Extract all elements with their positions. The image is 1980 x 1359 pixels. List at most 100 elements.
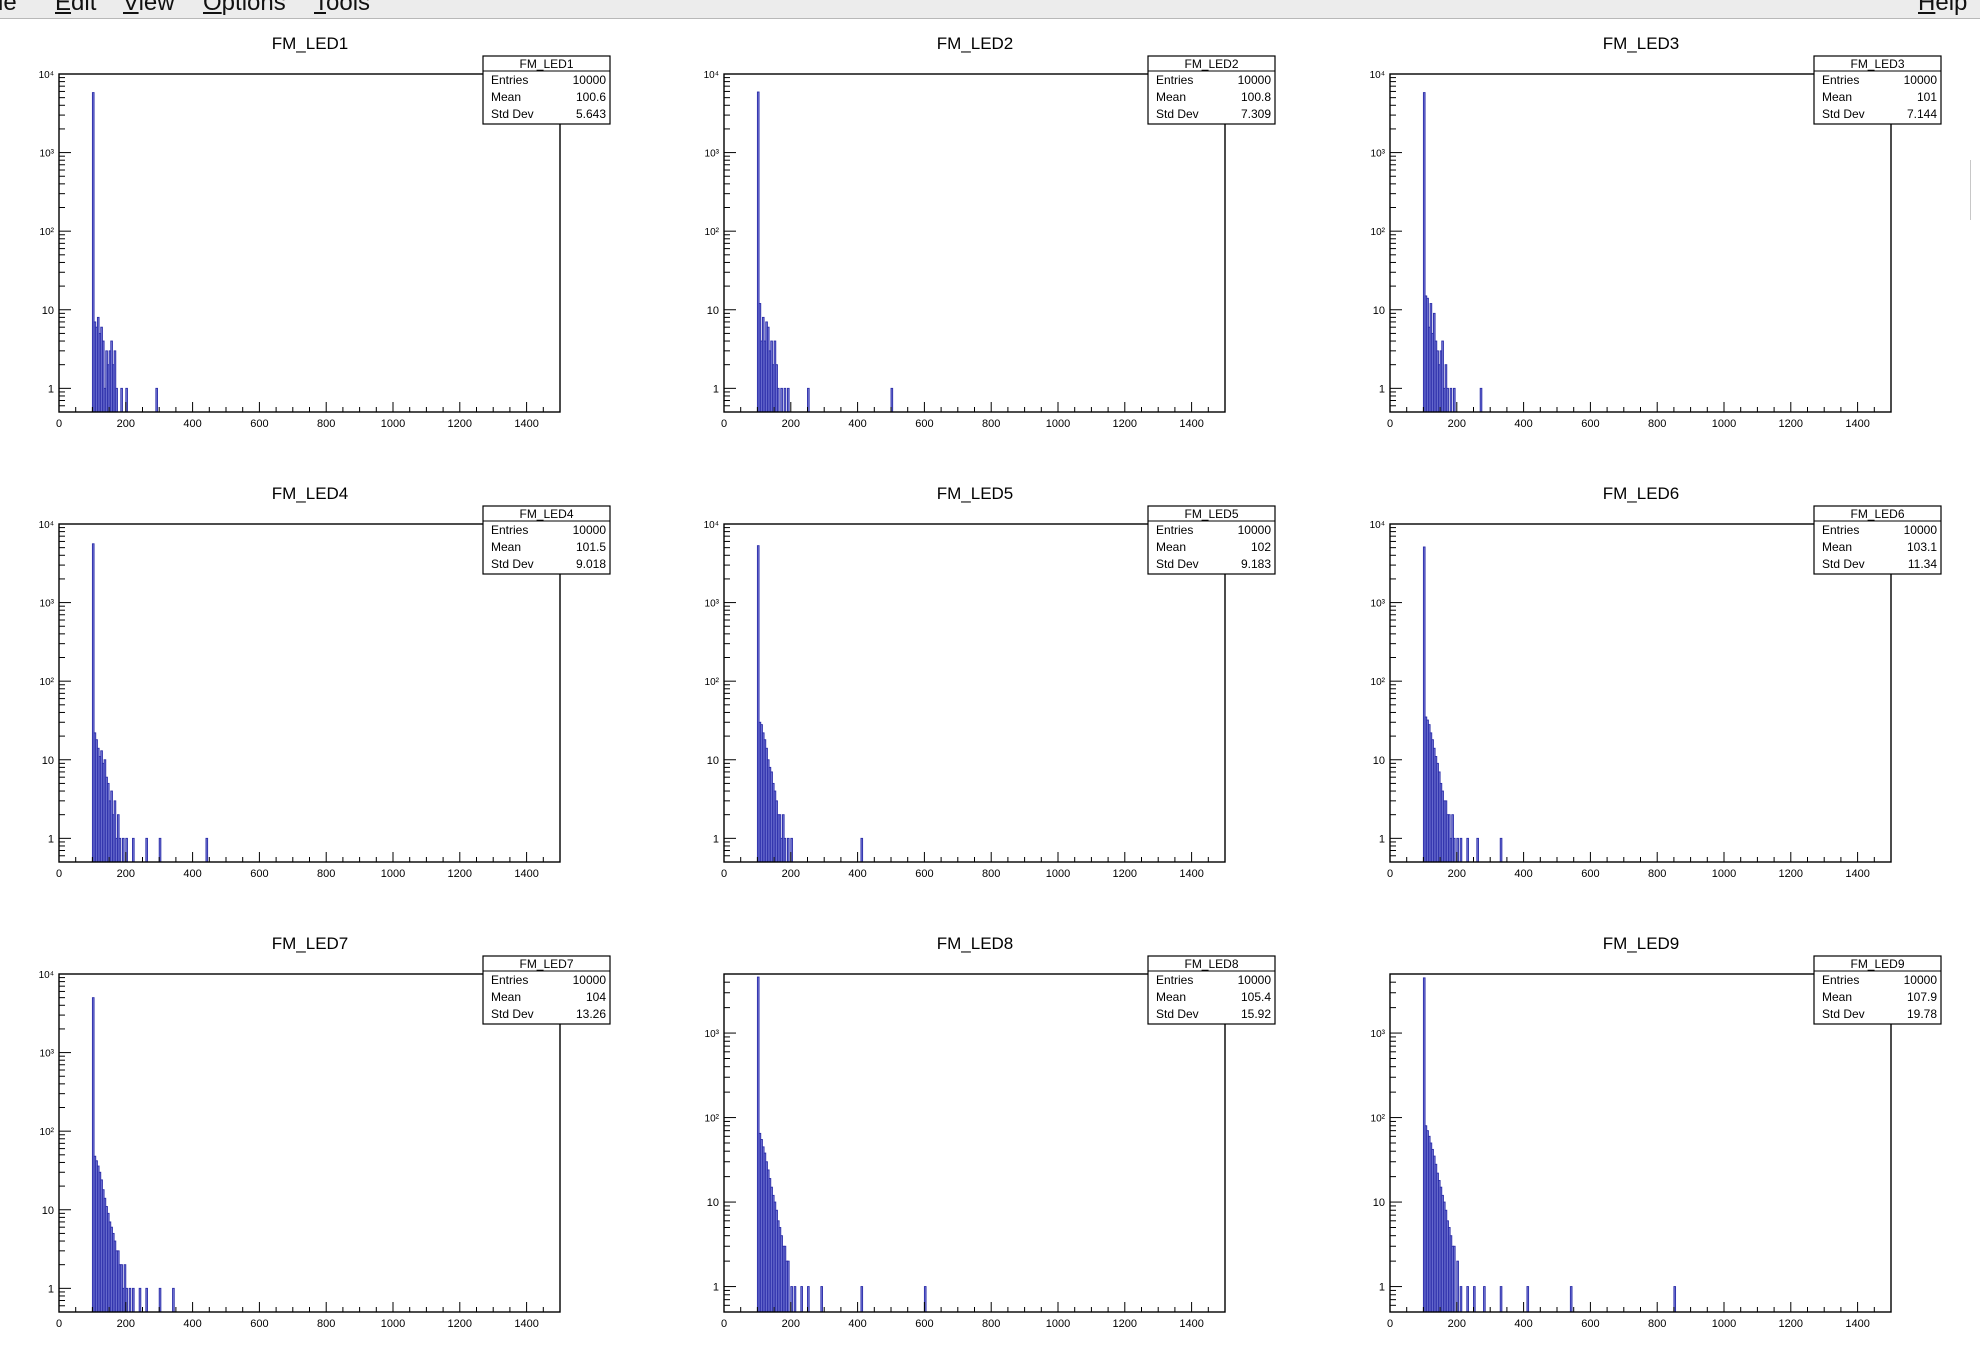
histogram-pad-3[interactable]: FM_LED3 0 200 400 600 800 1000 1200 1400 1 10 10² 10… xyxy=(1331,19,1980,459)
menu-bar: File Edit View Options Tools Help xyxy=(0,0,1980,19)
histogram-bin xyxy=(860,837,864,863)
y-tick-label: 10² xyxy=(705,677,720,688)
histogram-bin xyxy=(120,387,123,413)
stats-name: FM_LED6 xyxy=(1850,507,1904,521)
stats-label-stddev: Std Dev xyxy=(1822,1007,1865,1021)
plot-frame xyxy=(58,973,561,1313)
histogram-bin xyxy=(787,387,790,413)
stats-value-entries: 10000 xyxy=(1904,73,1938,87)
histogram-bin xyxy=(115,387,118,413)
histogram-bin xyxy=(1459,1286,1463,1313)
stats-value-stddev: 5.643 xyxy=(576,107,606,121)
x-tick-label: 200 xyxy=(117,1318,135,1330)
stats-value-stddev: 7.309 xyxy=(1241,107,1271,121)
x-tick-label: 1000 xyxy=(381,868,405,880)
menu-help[interactable]: Help xyxy=(1918,0,1968,16)
y-tick-label: 10³ xyxy=(705,599,720,610)
x-tick-label: 1000 xyxy=(1046,868,1070,880)
y-tick-label: 10² xyxy=(705,1114,720,1125)
histogram-pad-4[interactable]: FM_LED4 0 200 400 600 800 1000 1200 1400 1 10 10² 10… xyxy=(0,469,660,909)
y-tick-label: 10² xyxy=(40,677,55,688)
y-tick-label: 1 xyxy=(1379,383,1385,395)
y-tick-label: 10² xyxy=(1371,227,1386,238)
stats-value-entries: 10000 xyxy=(573,523,607,537)
histogram-pad-2[interactable]: FM_LED2 0 200 400 600 800 1000 1200 1400 1 10 10² 10… xyxy=(665,19,1325,459)
stats-value-stddev: 13.26 xyxy=(576,1007,606,1021)
histogram-bin xyxy=(205,837,209,863)
stats-value-mean: 101 xyxy=(1917,90,1937,104)
histogram-bin xyxy=(793,1286,797,1313)
x-tick-label: 200 xyxy=(782,868,800,880)
menu-options[interactable]: Options xyxy=(203,0,286,16)
y-tick-label: 1 xyxy=(713,833,719,845)
histogram-pad-6[interactable]: FM_LED6 0 200 400 600 800 1000 1200 1400 1 10 10² 10… xyxy=(1331,469,1980,909)
histogram-bin xyxy=(1526,1286,1530,1313)
menu-view[interactable]: View xyxy=(123,0,175,16)
x-tick-label: 600 xyxy=(915,418,933,430)
x-tick-label: 600 xyxy=(1581,868,1599,880)
histogram-bin xyxy=(776,387,780,413)
stats-value-entries: 10000 xyxy=(573,973,607,987)
stats-label-stddev: Std Dev xyxy=(1156,1007,1199,1021)
y-tick-label: 10³ xyxy=(705,149,720,160)
y-tick-label: 10² xyxy=(1371,1114,1386,1125)
plot-frame xyxy=(723,973,1226,1313)
histogram-bin xyxy=(1453,387,1456,413)
histogram-pad-7[interactable]: FM_LED7 0 200 400 600 800 1000 1200 1400 1 10 10² 10… xyxy=(0,919,660,1359)
x-tick-label: 400 xyxy=(1514,1318,1532,1330)
scrollbar-edge[interactable] xyxy=(1970,160,1979,220)
stats-box xyxy=(1813,55,1942,125)
x-tick-label: 1400 xyxy=(514,418,538,430)
histogram-pad-9[interactable]: FM_LED9 0 200 400 600 800 1000 1200 1400 1 10 10² 10… xyxy=(1331,919,1980,1359)
chart-title: FM_LED2 xyxy=(937,34,1014,53)
y-tick-label: 10³ xyxy=(1371,149,1386,160)
x-tick-label: 0 xyxy=(721,868,727,880)
x-tick-label: 400 xyxy=(1514,418,1532,430)
x-tick-label: 1200 xyxy=(1779,418,1803,430)
chart-title: FM_LED8 xyxy=(937,934,1014,953)
histogram-bin xyxy=(145,837,148,863)
stats-box xyxy=(1147,505,1276,575)
menu-tools[interactable]: Tools xyxy=(314,0,371,16)
y-tick-label: 10⁴ xyxy=(704,70,719,81)
x-tick-label: 800 xyxy=(1648,868,1666,880)
histogram-bin xyxy=(172,1287,175,1313)
histogram-pad-1[interactable]: FM_LED1 0 200 400 600 800 1000 1200 1400 1 10 10² 10… xyxy=(0,19,660,459)
x-tick-label: 1400 xyxy=(1845,868,1869,880)
y-tick-label: 10² xyxy=(1371,677,1386,688)
histogram-pad-5[interactable]: FM_LED5 0 200 400 600 800 1000 1200 1400 1 10 10² 10… xyxy=(665,469,1325,909)
x-tick-label: 600 xyxy=(915,1318,933,1330)
histogram-bin xyxy=(155,387,158,413)
menu-file[interactable]: File xyxy=(0,0,17,16)
stats-box xyxy=(482,505,611,575)
plot-frame xyxy=(1389,73,1892,413)
histogram-bin xyxy=(132,1287,135,1313)
x-tick-label: 200 xyxy=(117,868,135,880)
x-tick-label: 1400 xyxy=(1845,1318,1869,1330)
stats-label-mean: Mean xyxy=(1822,90,1852,104)
stats-value-stddev: 15.92 xyxy=(1241,1007,1271,1021)
x-tick-label: 200 xyxy=(782,418,800,430)
y-tick-label: 10⁴ xyxy=(1370,70,1385,81)
stats-value-stddev: 7.144 xyxy=(1907,107,1937,121)
chart-title: FM_LED7 xyxy=(272,934,349,953)
stats-name: FM_LED4 xyxy=(519,507,573,521)
x-tick-label: 800 xyxy=(982,418,1000,430)
stats-label-mean: Mean xyxy=(491,990,521,1004)
x-tick-label: 200 xyxy=(117,418,135,430)
x-tick-label: 1400 xyxy=(514,868,538,880)
x-tick-label: 1000 xyxy=(1712,418,1736,430)
histogram-pad-8[interactable]: FM_LED8 0 200 400 600 800 1000 1200 1400 1 10 10² 10… xyxy=(665,919,1325,1359)
y-tick-label: 1 xyxy=(1379,1282,1385,1294)
x-tick-label: 400 xyxy=(183,1318,201,1330)
y-tick-label: 10 xyxy=(707,755,719,767)
y-tick-label: 10⁴ xyxy=(39,520,54,531)
stats-value-mean: 107.9 xyxy=(1907,990,1937,1004)
canvas-grid: FM_LED1 0 200 400 600 800 1000 1200 1400 1 10 10² 10… xyxy=(0,19,1980,1348)
stats-value-stddev: 11.34 xyxy=(1908,557,1937,571)
stats-label-stddev: Std Dev xyxy=(1822,557,1865,571)
stats-value-entries: 10000 xyxy=(573,73,607,87)
menu-edit[interactable]: Edit xyxy=(55,0,97,16)
histogram-bin xyxy=(1466,837,1469,863)
stats-value-mean: 101.5 xyxy=(576,540,606,554)
